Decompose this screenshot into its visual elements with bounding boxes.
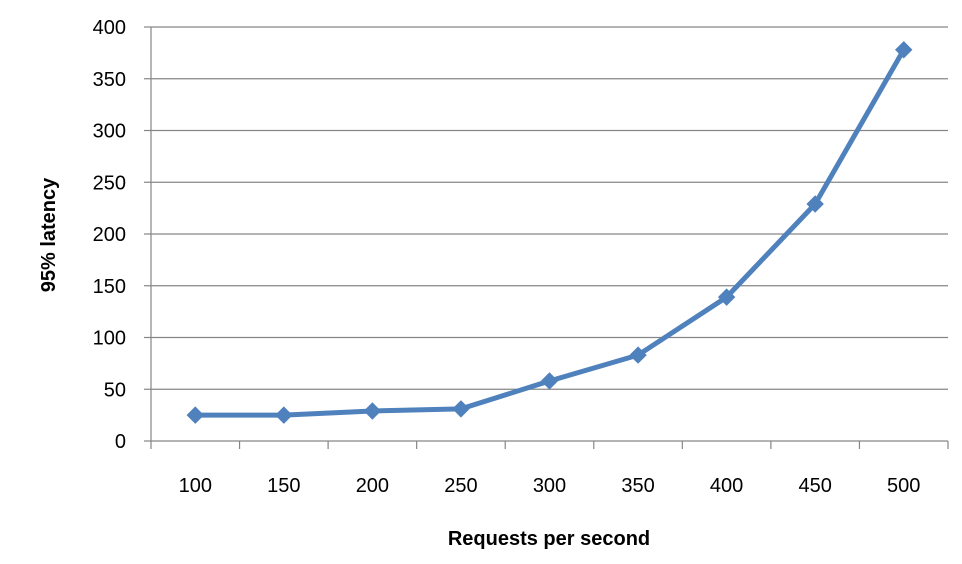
y-tick-label-400: 400: [93, 17, 126, 39]
x-tick-label-350: 350: [621, 475, 654, 497]
x-tick-label-400: 400: [710, 475, 743, 497]
y-axis-title: 95% latency: [38, 177, 60, 292]
x-tick-label-150: 150: [267, 475, 300, 497]
y-tick-label-300: 300: [93, 121, 126, 143]
data-point-300: [540, 372, 559, 390]
x-tick-label-200: 200: [356, 475, 389, 497]
y-tick-label-200: 200: [93, 224, 126, 246]
x-tick-labels: 100 150 200 250 300 350 400 450 500: [179, 475, 921, 497]
y-tick-label-250: 250: [93, 172, 126, 194]
x-tick-label-100: 100: [179, 475, 212, 497]
y-tick-label-150: 150: [93, 276, 126, 298]
y-tick-label-0: 0: [115, 431, 126, 453]
data-point-500: [895, 41, 913, 59]
series-group: [186, 41, 913, 424]
y-tick-label-50: 50: [104, 379, 126, 401]
y-tick-label-350: 350: [93, 69, 126, 91]
x-tick-label-500: 500: [887, 475, 920, 497]
data-point-400: [717, 288, 736, 306]
x-tick-label-300: 300: [533, 475, 566, 497]
y-tick-label-100: 100: [93, 328, 126, 350]
data-point-200: [363, 402, 382, 420]
gridlines: [151, 26, 948, 390]
axes: [144, 26, 949, 449]
x-tick-label-250: 250: [444, 475, 477, 497]
data-point-100: [186, 406, 204, 424]
data-point-450: [806, 195, 824, 213]
data-point-250: [452, 400, 470, 418]
y-tick-labels: 0 50 100 150 200 250 300 350 400: [93, 17, 126, 453]
data-point-150: [275, 406, 293, 424]
series-line-0: [192, 47, 907, 418]
x-tick-label-450: 450: [798, 475, 831, 497]
x-axis-title: Requests per second: [448, 528, 650, 550]
data-point-350: [629, 346, 647, 364]
